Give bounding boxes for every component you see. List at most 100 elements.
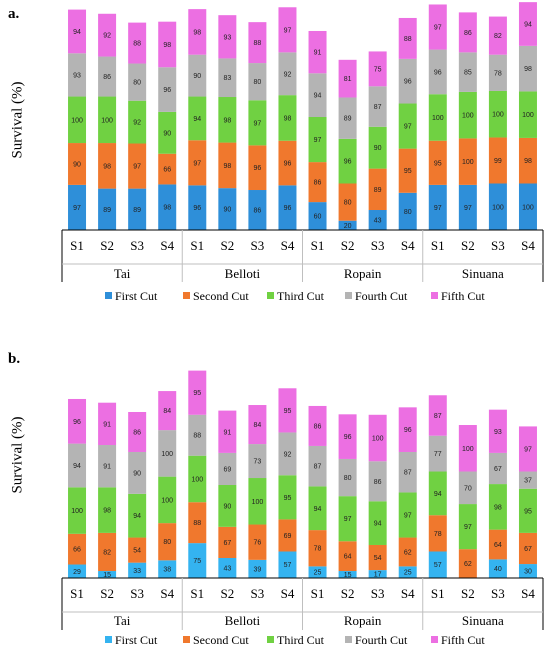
data-label: 70 [464, 485, 472, 492]
group-label: Sinuana [462, 266, 504, 281]
data-label: 97 [524, 446, 532, 453]
legend-entry: First Cut [115, 289, 158, 303]
bar-segment [188, 455, 207, 503]
data-label: 39 [254, 566, 262, 573]
data-label: 86 [103, 74, 111, 81]
data-label: 98 [193, 29, 201, 36]
group-label: Belloti [225, 613, 261, 628]
legend-swatch [267, 292, 274, 299]
x-tick-label: S2 [461, 586, 475, 601]
bar-segment [278, 185, 297, 230]
x-tick-label: S4 [160, 238, 174, 253]
legend-entry: Second Cut [193, 289, 249, 303]
bar-segment [398, 192, 417, 230]
data-label: 91 [223, 429, 231, 436]
data-label: 100 [101, 117, 113, 124]
data-label: 87 [434, 413, 442, 420]
bar-segment [488, 183, 507, 230]
bar-segment [308, 162, 327, 203]
bar-segment [188, 96, 207, 141]
data-label: 90 [163, 130, 171, 137]
bar-segment [458, 12, 477, 53]
data-label: 98 [103, 163, 111, 170]
data-label: 54 [133, 548, 141, 555]
data-label: 81 [344, 76, 352, 83]
bar-segment [308, 30, 327, 74]
bar-segment [278, 388, 297, 433]
data-label: 100 [161, 451, 173, 458]
data-label: 94 [73, 463, 81, 470]
data-label: 96 [163, 87, 171, 94]
data-label: 76 [254, 540, 262, 547]
bar-segment [158, 153, 177, 185]
x-tick-label: S4 [401, 586, 415, 601]
bar-segment [128, 411, 147, 452]
x-tick-label: S4 [521, 586, 535, 601]
bar-segment [338, 571, 357, 578]
data-label: 97 [434, 25, 442, 32]
data-label: 15 [103, 572, 111, 579]
bar-segment [98, 402, 117, 446]
y-axis-label: Survival (%) [9, 416, 25, 493]
data-label: 91 [103, 421, 111, 428]
bar-segment [308, 405, 327, 446]
x-tick-label: S4 [281, 586, 295, 601]
data-label: 94 [434, 491, 442, 498]
data-label: 97 [344, 516, 352, 523]
bar-segment [368, 544, 387, 571]
bar-segment [158, 523, 177, 561]
bar-segment [128, 63, 147, 101]
data-label: 78 [494, 70, 502, 77]
bar-segment [188, 54, 207, 97]
bar-segment [518, 183, 537, 230]
data-label: 91 [314, 50, 322, 57]
data-label: 38 [163, 567, 171, 574]
bar-segment [98, 143, 117, 189]
data-label: 93 [223, 34, 231, 41]
bar-segment [488, 452, 507, 485]
data-label: 95 [284, 495, 292, 502]
x-tick-label: S2 [220, 238, 234, 253]
data-label: 82 [494, 33, 502, 40]
bar-segment [248, 22, 267, 64]
data-label: 96 [73, 419, 81, 426]
bar-segment [488, 529, 507, 560]
data-label: 96 [404, 79, 412, 86]
data-label: 89 [344, 116, 352, 123]
data-label: 97 [284, 27, 292, 34]
data-label: 92 [133, 120, 141, 127]
data-label: 94 [314, 506, 322, 513]
bar-segment [518, 532, 537, 565]
bar-segment [368, 501, 387, 545]
data-label: 33 [133, 568, 141, 575]
bar-segment [368, 461, 387, 502]
bar-segment [458, 471, 477, 505]
bar-segment [158, 67, 177, 112]
bar-segment [428, 49, 447, 95]
data-label: 54 [374, 555, 382, 562]
bar-segment [308, 445, 327, 487]
bar-segment [248, 444, 267, 479]
data-label: 86 [464, 30, 472, 37]
data-label: 84 [254, 422, 262, 429]
x-tick-label: S1 [70, 238, 84, 253]
bar-segment [308, 530, 327, 567]
data-label: 96 [254, 165, 262, 172]
data-label: 78 [314, 546, 322, 553]
bar-segment [488, 54, 507, 91]
data-label: 15 [344, 572, 352, 579]
bar-segment [428, 94, 447, 141]
bar-segment [68, 443, 87, 488]
data-label: 100 [372, 436, 384, 443]
group-label: Ropain [344, 266, 382, 281]
bar-segment [98, 571, 117, 578]
bar-segment [128, 143, 147, 189]
panel-label: a. [8, 6, 20, 22]
data-label: 43 [223, 566, 231, 573]
bar-segment [218, 558, 237, 578]
bar-segment [218, 58, 237, 98]
bar-segment [158, 560, 177, 578]
data-label: 88 [193, 433, 201, 440]
bar-segment [248, 405, 267, 445]
bar-segment [128, 100, 147, 144]
